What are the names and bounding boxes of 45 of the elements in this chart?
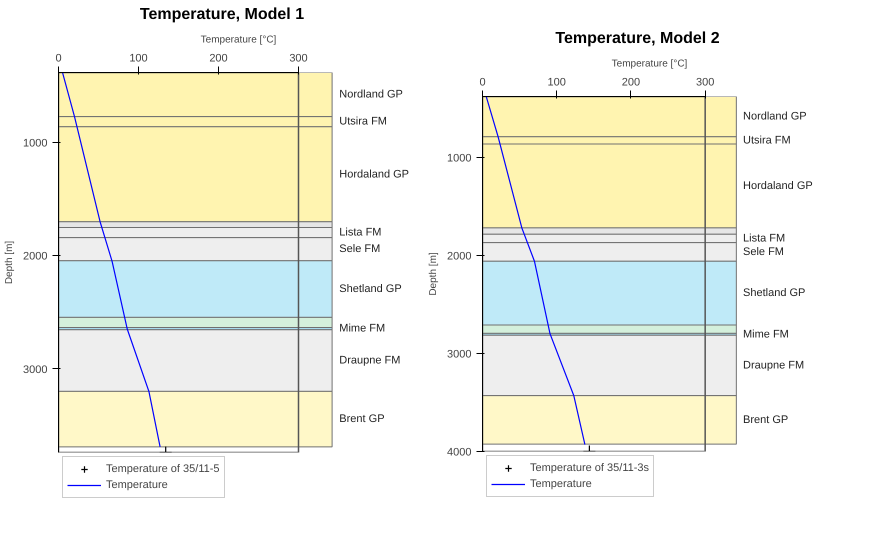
band-label: Draupne FM bbox=[743, 359, 804, 372]
x-axis-title: Temperature [°C] bbox=[612, 58, 688, 70]
x-tick-label: 300 bbox=[289, 52, 308, 64]
band-label: Nordland GP bbox=[339, 88, 403, 101]
band-label: Lista FM bbox=[743, 232, 786, 244]
legend-label: Temperature bbox=[530, 478, 592, 490]
x-tick-label: 200 bbox=[622, 76, 640, 88]
band-label: Mime FM bbox=[743, 328, 789, 340]
x-tick-label: 0 bbox=[55, 52, 62, 64]
band-label: Mime FM bbox=[339, 322, 386, 335]
band-label: Shetland GP bbox=[743, 287, 806, 300]
y-tick-label: 1000 bbox=[447, 152, 472, 164]
legend-label: Temperature of 35/11-3s bbox=[530, 462, 650, 474]
x-tick-label: 0 bbox=[479, 76, 486, 88]
legend-label: Temperature bbox=[106, 479, 168, 491]
chart-title: Temperature, Model 1 bbox=[140, 5, 304, 25]
band-label: Sele FM bbox=[743, 246, 784, 258]
y-axis-title: Depth [m] bbox=[428, 252, 440, 296]
x-axis-title: Temperature [°C] bbox=[200, 34, 277, 46]
x-tick-label: 100 bbox=[548, 76, 566, 88]
y-tick-label: 2000 bbox=[447, 250, 472, 262]
x-tick-label: 100 bbox=[129, 52, 148, 64]
band-label: Utsira FM bbox=[339, 116, 387, 128]
line-series bbox=[62, 72, 161, 448]
band-label: Brent GP bbox=[339, 413, 385, 426]
band-label: Brent GP bbox=[743, 414, 788, 426]
band-label: Sele FM bbox=[339, 243, 380, 256]
band-label: Nordland GP bbox=[743, 110, 807, 123]
y-tick-label: 4000 bbox=[447, 446, 472, 458]
x-tick-label: 300 bbox=[696, 76, 714, 88]
legend-label: Temperature of 35/11-5 bbox=[106, 463, 220, 475]
y-tick-label: 3000 bbox=[447, 348, 472, 360]
band-label: Utsira FM bbox=[743, 134, 791, 146]
line-series bbox=[486, 96, 586, 446]
chart-title: Temperature, Model 2 bbox=[555, 29, 720, 49]
band-label: Hordaland GP bbox=[339, 168, 410, 180]
y-tick-label: 1000 bbox=[23, 138, 48, 150]
band-label: Lista FM bbox=[339, 226, 382, 239]
y-axis-title: Depth [m] bbox=[4, 240, 16, 284]
band-label: Shetland GP bbox=[339, 283, 402, 296]
x-tick-label: 200 bbox=[209, 52, 228, 64]
band-label: Hordaland GP bbox=[743, 180, 813, 192]
y-tick-label: 2000 bbox=[23, 250, 48, 263]
band-label: Draupne FM bbox=[339, 354, 400, 367]
y-tick-label: 3000 bbox=[23, 364, 48, 376]
